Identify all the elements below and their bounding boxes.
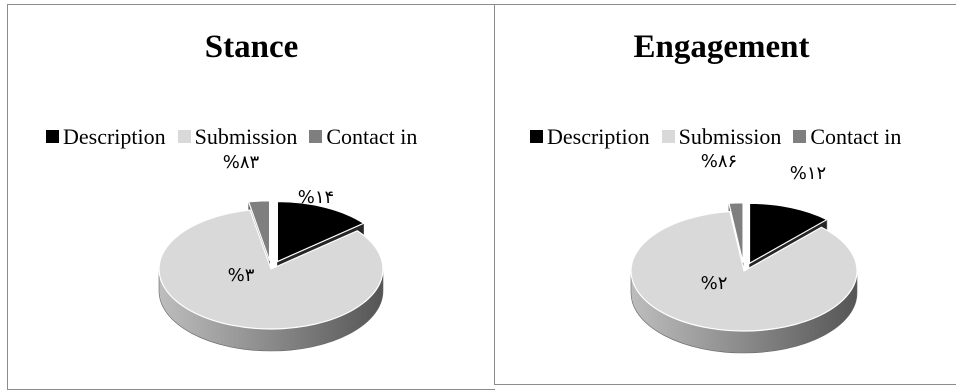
legend-swatch [661, 130, 675, 143]
pie-slice-1 [276, 200, 365, 263]
stance-chart: Stance Description Submission Contact in %… [7, 4, 495, 390]
pie-slice-label: %۸۶ [701, 151, 737, 172]
legend-label: Description [63, 123, 166, 149]
pie-slice-label: %۱۲ [790, 163, 826, 184]
pie-slice-2 [630, 210, 858, 332]
engagement-chart: Engagement Description Submission Contact … [494, 4, 956, 385]
legend: Description Submission Contact in [530, 123, 913, 150]
pie-slice-label: %۱۴ [298, 187, 334, 208]
legend-item-description: Description [46, 124, 166, 150]
legend-item-contact: Contact in [793, 124, 901, 150]
legend-swatch [177, 130, 191, 143]
legend-label: Submission [194, 123, 298, 149]
legend-label: Submission [678, 123, 782, 149]
legend-label: Description [547, 123, 650, 149]
pie-slice-label: %۸۳ [223, 152, 260, 173]
pie-plot: %۱۴ %۸۳ %۳ [158, 152, 384, 352]
legend-item-submission: Submission [177, 123, 298, 150]
legend-label: Contact in [810, 123, 902, 149]
pie-slice-3 [247, 200, 271, 261]
pie-slice-1 [748, 202, 829, 265]
chart-title: Stance [204, 29, 299, 65]
pie-slice-2 [158, 209, 384, 330]
pie-plot: %۱۲ %۸۶ %۲ [630, 151, 858, 354]
legend-item-submission: Submission [661, 123, 782, 150]
legend-label: Contact in [326, 123, 418, 149]
legend: Description Submission Contact in [46, 123, 429, 150]
legend-swatch [793, 130, 807, 143]
pie-slice-label: %۲ [701, 273, 728, 294]
legend-swatch [530, 130, 543, 143]
legend-item-description: Description [530, 124, 650, 150]
legend-swatch [309, 130, 323, 143]
pie-slice-3 [728, 202, 744, 263]
legend-item-contact: Contact in [309, 124, 417, 150]
chart-title: Engagement [633, 29, 810, 65]
pie-slice-label: %۳ [228, 265, 255, 286]
legend-swatch [46, 130, 59, 143]
